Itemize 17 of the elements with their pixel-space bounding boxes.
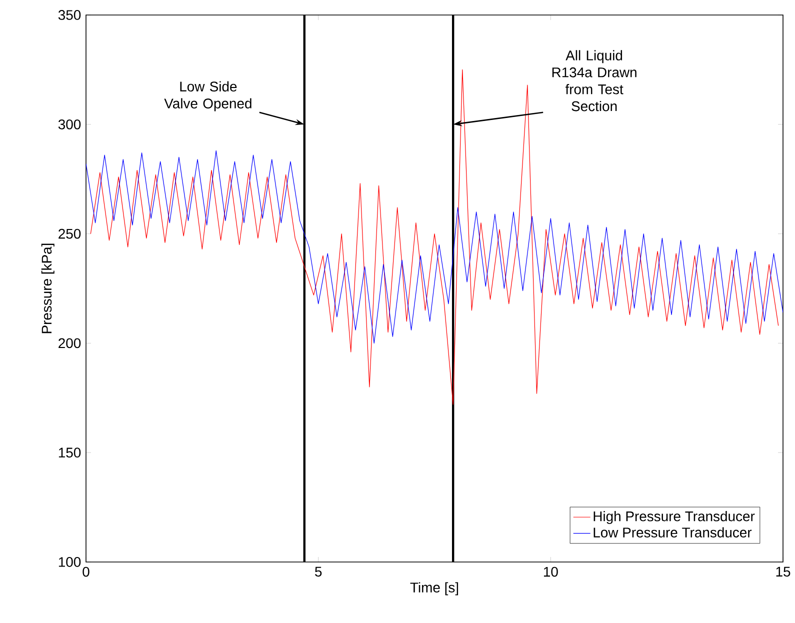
y-tick-label: 200 (58, 338, 81, 348)
y-tick-label: 100 (58, 557, 81, 567)
y-tick-label: 300 (58, 119, 81, 130)
x-tick-label: 0 (82, 566, 90, 577)
legend-label: Low Pressure Transducer (594, 527, 752, 538)
line-series (86, 150, 784, 344)
x-tick-label: 15 (776, 566, 790, 577)
x-tick-label: 5 (315, 566, 322, 577)
y-tick-label: 250 (58, 228, 81, 239)
y-axis-title: Pressure [kPa] (41, 244, 54, 334)
y-tick-label: 350 (58, 10, 81, 20)
legend-label: High Pressure Transducer (594, 511, 755, 524)
annotation: Low Side Valve Opened (164, 81, 252, 112)
x-axis-title: Time [s] (410, 582, 458, 596)
annotation: All Liquid R134a Drawn from Test Section (552, 50, 636, 112)
x-tick-label: 10 (544, 566, 558, 577)
y-tick-label: 150 (58, 448, 81, 458)
